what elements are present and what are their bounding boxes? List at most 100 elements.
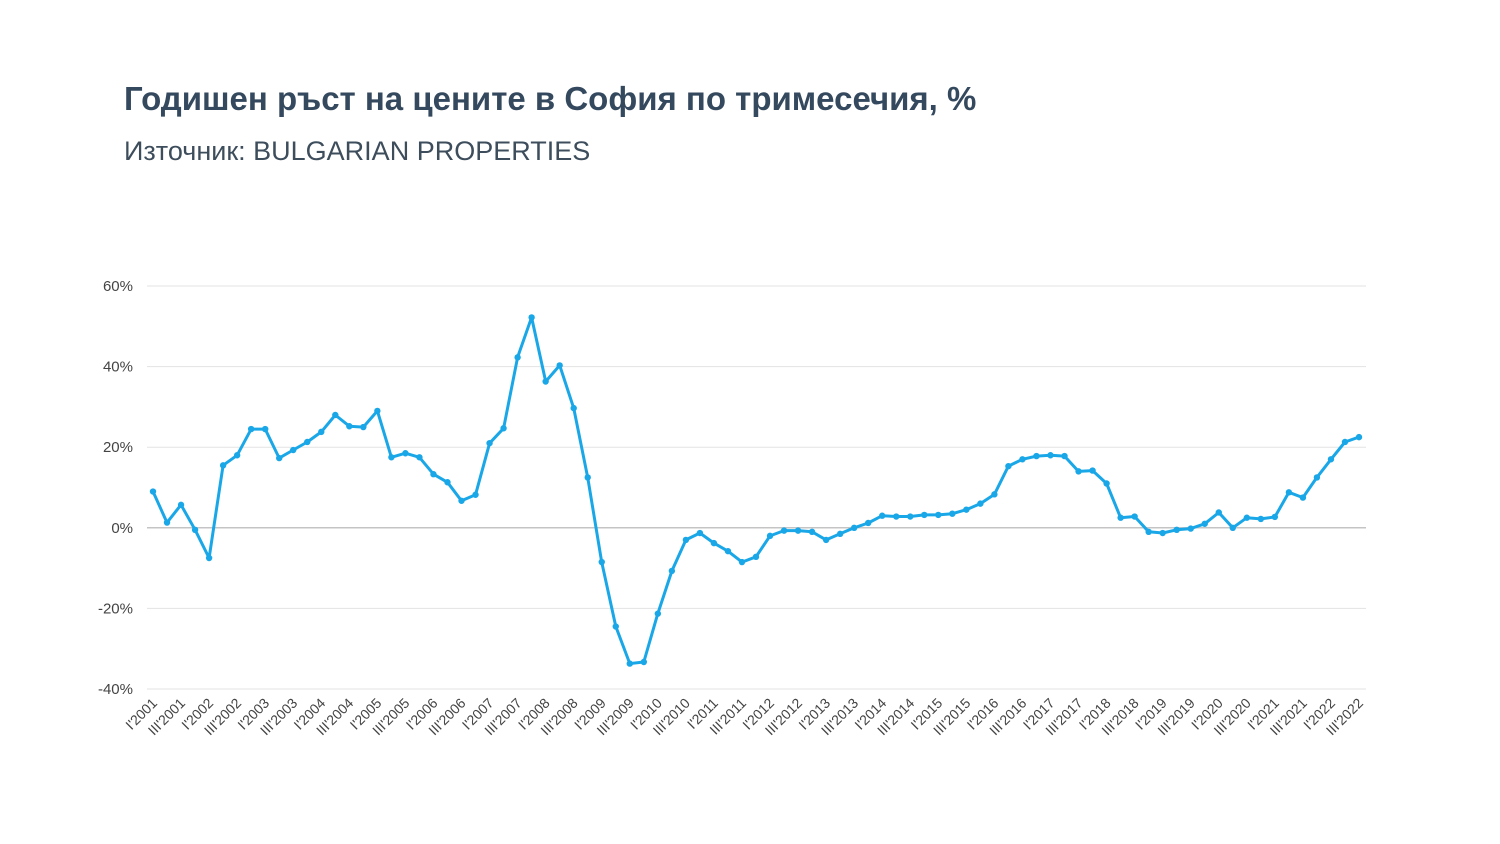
data-point <box>935 511 942 519</box>
data-point <box>528 314 535 321</box>
data-point <box>486 439 493 447</box>
y-tick-label: 40% <box>103 359 133 376</box>
data-point <box>850 524 858 531</box>
data-point <box>1243 514 1251 521</box>
data-point <box>766 532 774 540</box>
data-point <box>612 623 619 630</box>
data-point <box>977 500 984 507</box>
data-point <box>542 378 549 385</box>
data-point <box>1047 452 1054 459</box>
data-point <box>822 536 830 544</box>
data-point <box>907 513 914 520</box>
data-point <box>1145 528 1152 536</box>
data-point <box>318 428 325 436</box>
data-point <box>654 610 662 617</box>
data-point <box>1019 456 1026 463</box>
data-point <box>864 519 872 527</box>
data-point <box>1229 524 1236 531</box>
data-point <box>682 536 690 544</box>
data-point <box>1131 513 1138 520</box>
data-point <box>1285 489 1293 496</box>
data-point <box>233 452 241 459</box>
y-tick-label: 0% <box>111 520 133 537</box>
data-point <box>808 528 816 536</box>
data-point <box>949 510 956 517</box>
data-point <box>261 425 269 433</box>
data-point <box>346 423 353 430</box>
data-point <box>304 438 311 446</box>
y-tick-label: -40% <box>98 681 133 698</box>
data-point <box>276 454 283 462</box>
data-point <box>458 497 465 504</box>
data-point <box>247 425 255 433</box>
grid-lines <box>147 285 1366 690</box>
data-point <box>1103 480 1110 487</box>
data-point <box>1033 452 1040 460</box>
data-point <box>219 462 227 469</box>
data-point <box>879 512 886 519</box>
data-point <box>752 553 760 561</box>
data-point <box>724 547 732 555</box>
data-point <box>893 513 900 520</box>
data-point <box>991 491 998 498</box>
y-tick-label: -20% <box>98 600 133 617</box>
data-point <box>1187 525 1194 532</box>
data-point <box>1215 509 1222 516</box>
data-point <box>1341 438 1349 446</box>
data-point <box>1327 456 1335 463</box>
data-point <box>191 526 199 534</box>
data-point <box>514 354 521 361</box>
data-point <box>836 530 844 538</box>
data-point <box>1005 462 1012 470</box>
data-point <box>1061 452 1068 460</box>
data-point <box>149 488 157 495</box>
data-point <box>1313 474 1321 481</box>
chart-subtitle: Източник: BULGARIAN PROPERTIES <box>124 136 591 166</box>
data-point <box>626 660 633 667</box>
data-point <box>963 506 970 513</box>
data-point <box>1257 515 1265 523</box>
data-point <box>780 527 788 534</box>
data-point <box>360 423 367 431</box>
data-point <box>402 450 409 457</box>
data-point <box>430 471 437 478</box>
data-point <box>1299 494 1307 501</box>
x-axis-tick-labels: I'2001III'2001I'2002III'2002I'2003III'20… <box>122 695 1366 739</box>
data-point <box>163 519 171 526</box>
data-point <box>500 425 507 432</box>
series-points <box>149 314 1363 667</box>
data-point <box>598 558 605 566</box>
data-point <box>921 511 928 519</box>
data-point <box>738 558 746 566</box>
data-point <box>710 539 718 547</box>
data-point <box>556 362 563 369</box>
y-axis-tick-labels: -40% -20% 0% 20% 40% 60% <box>98 278 133 698</box>
data-point <box>1075 468 1082 475</box>
data-point <box>374 407 381 415</box>
series-line-path <box>151 315 1361 666</box>
data-point <box>416 454 423 461</box>
data-point <box>668 567 676 575</box>
data-point <box>696 529 704 537</box>
data-point <box>388 454 395 461</box>
y-tick-label: 20% <box>103 439 133 456</box>
data-point <box>177 501 185 509</box>
data-point <box>640 658 648 666</box>
data-point <box>472 491 479 498</box>
chart-title: Годишен ръст на цените в София по тримес… <box>124 80 977 117</box>
y-tick-label: 60% <box>103 278 133 295</box>
data-point <box>1271 513 1279 521</box>
data-point <box>794 527 802 534</box>
data-point <box>1355 433 1363 441</box>
data-point <box>1159 529 1166 537</box>
data-point <box>332 411 339 419</box>
data-point <box>1201 520 1208 527</box>
data-point <box>205 554 213 562</box>
data-point <box>570 404 577 412</box>
series-line <box>151 315 1361 666</box>
data-point <box>1117 514 1124 521</box>
data-point <box>290 446 297 454</box>
data-point <box>1089 467 1096 474</box>
data-point <box>584 474 591 481</box>
